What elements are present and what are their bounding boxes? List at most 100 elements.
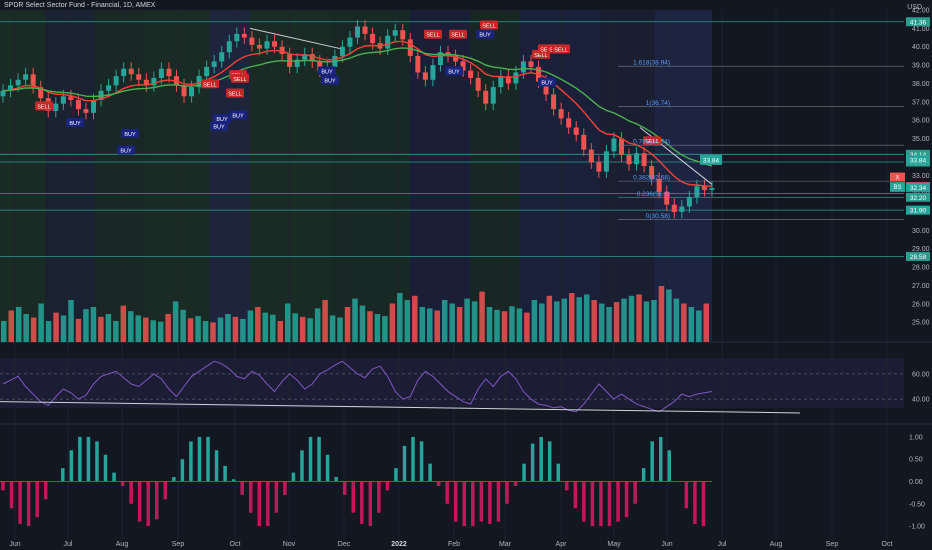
band (655, 10, 712, 342)
candle-body (618, 138, 624, 156)
candle-body (475, 77, 481, 91)
ema-slow-line (2, 47, 713, 167)
signal-badge (66, 117, 84, 127)
price-axis[interactable]: 42.00 41.00 40.00 39.00 38.00 37.00 36.00 35.00… (909, 8, 930, 531)
osc-tick-label: 0.00 (909, 479, 923, 486)
volume-bar (120, 305, 127, 342)
volume-bar (441, 300, 448, 342)
volume-bar (501, 311, 508, 342)
candle-body (453, 55, 459, 62)
volume-bar (509, 306, 515, 342)
symbol-tag-text: X (895, 176, 899, 182)
candle-body (679, 206, 685, 212)
price-tick-label: 27.00 (912, 283, 930, 290)
candle-body (204, 66, 210, 77)
volume-bar (486, 307, 493, 342)
signal-badge (445, 66, 463, 76)
volume-bar (464, 298, 470, 342)
candle-body (709, 188, 715, 190)
volume-bar (374, 314, 381, 342)
time-tick-label: Apr (556, 541, 568, 548)
candle-body (468, 70, 474, 78)
volume-bar (307, 318, 313, 342)
background-bands (0, 10, 904, 408)
trend-line (249, 27, 341, 50)
time-tick-label: Jun (661, 541, 672, 548)
price-tag-text: 33.84 (910, 157, 927, 164)
volume-bar (561, 298, 568, 342)
chart-title: SPDR Select Sector Fund - Financial, 1D,… (4, 2, 156, 9)
rsi-trend-line (0, 401, 801, 414)
volume-bar (240, 318, 246, 342)
signal-badge (121, 128, 139, 138)
signal-badge (35, 101, 53, 111)
candle-body (498, 76, 504, 88)
signal-label: BUY (479, 33, 491, 39)
volume-bar (546, 295, 553, 342)
time-axis[interactable]: Jun Jul Aug Sep Oct Nov Dec 2022 Feb Mar Apr May Jun… (9, 541, 892, 548)
candle-body (181, 85, 187, 97)
price-tag-text: 34.14 (910, 152, 927, 159)
candle-body (551, 94, 557, 110)
candle-body (83, 109, 89, 113)
volume-bar (217, 317, 224, 342)
volume-bar (157, 321, 164, 342)
volume-bar (68, 300, 74, 342)
candle-body (158, 68, 164, 78)
candle-body (573, 127, 579, 135)
signal-label: BUY (324, 79, 336, 85)
signal-label: BUY (69, 121, 81, 127)
volume-bar (479, 291, 485, 342)
price-tick-label: 38.00 (912, 81, 930, 88)
signal-label: SELL (451, 33, 464, 39)
osc-tick-label: -0.50 (909, 501, 925, 508)
candle-body (641, 153, 647, 167)
horizontal-levels (0, 21, 904, 257)
volume-bar (98, 316, 104, 342)
candle-body (701, 186, 707, 190)
signal-badge (321, 75, 339, 85)
candle-body (38, 87, 44, 99)
volume-bar (449, 303, 455, 342)
price-tag (906, 155, 930, 165)
volume-bar (83, 309, 89, 342)
volume-bar (195, 316, 201, 342)
candle-body (75, 99, 81, 110)
signal-label: BUY (321, 69, 333, 75)
time-tick-label: Aug (116, 541, 129, 548)
candle-body (15, 79, 21, 86)
signal-badge (117, 145, 135, 155)
volume-bar (359, 305, 366, 342)
volume-bar (397, 293, 403, 342)
candle-body (309, 54, 315, 62)
time-tick-label: May (607, 541, 621, 548)
candle-body (520, 61, 526, 73)
price-tag-text: 28.58 (910, 254, 927, 261)
signal-label: BUY (124, 132, 136, 138)
volume-bar (591, 300, 597, 342)
price-tick-label: 26.00 (912, 301, 930, 308)
volume-bar (456, 307, 463, 342)
candle-body (370, 33, 376, 44)
signal-badge (229, 110, 247, 120)
volume-bar (30, 317, 37, 342)
price-tag (906, 192, 930, 202)
time-tick-label: Feb (448, 541, 460, 548)
candle-body (528, 61, 534, 67)
band (520, 10, 600, 342)
volume-bar (232, 316, 239, 342)
volume-bar (255, 307, 261, 342)
fib-label: 0.786(34.64) (633, 139, 670, 146)
volume-bar (382, 316, 388, 342)
volume-bar (299, 316, 306, 342)
candle-body (60, 96, 66, 104)
rsi-line (2, 360, 713, 413)
candle-body (113, 76, 119, 86)
candle-body (151, 77, 157, 86)
signal-label: SELL (645, 139, 658, 145)
price-candles[interactable] (0, 20, 715, 219)
fib-label: 1.618(38.94) (633, 60, 670, 67)
candle-body (611, 138, 617, 152)
price-tick-label: 36.00 (912, 118, 930, 125)
